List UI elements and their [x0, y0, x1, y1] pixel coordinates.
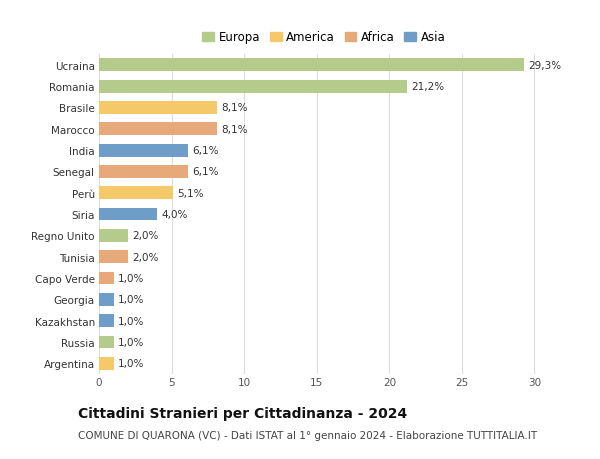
- Legend: Europa, America, Africa, Asia: Europa, America, Africa, Asia: [200, 29, 448, 47]
- Text: 1,0%: 1,0%: [118, 295, 144, 305]
- Text: 8,1%: 8,1%: [221, 124, 247, 134]
- Bar: [99, 187, 173, 200]
- Bar: [99, 208, 157, 221]
- Bar: [99, 272, 113, 285]
- Text: 4,0%: 4,0%: [161, 210, 188, 219]
- Bar: [99, 81, 407, 93]
- Text: 8,1%: 8,1%: [221, 103, 247, 113]
- Text: 29,3%: 29,3%: [529, 61, 562, 71]
- Bar: [99, 314, 113, 327]
- Bar: [99, 166, 188, 179]
- Text: 1,0%: 1,0%: [118, 358, 144, 369]
- Text: 2,0%: 2,0%: [133, 252, 159, 262]
- Bar: [99, 59, 524, 72]
- Bar: [99, 357, 113, 370]
- Bar: [99, 293, 113, 306]
- Text: 5,1%: 5,1%: [178, 188, 204, 198]
- Text: 2,0%: 2,0%: [133, 231, 159, 241]
- Text: 1,0%: 1,0%: [118, 316, 144, 326]
- Text: 1,0%: 1,0%: [118, 337, 144, 347]
- Bar: [99, 145, 188, 157]
- Bar: [99, 336, 113, 348]
- Bar: [99, 251, 128, 263]
- Text: 6,1%: 6,1%: [192, 167, 218, 177]
- Bar: [99, 230, 128, 242]
- Text: Cittadini Stranieri per Cittadinanza - 2024: Cittadini Stranieri per Cittadinanza - 2…: [78, 406, 407, 420]
- Text: 6,1%: 6,1%: [192, 146, 218, 156]
- Bar: [99, 102, 217, 115]
- Text: 1,0%: 1,0%: [118, 274, 144, 283]
- Text: COMUNE DI QUARONA (VC) - Dati ISTAT al 1° gennaio 2024 - Elaborazione TUTTITALIA: COMUNE DI QUARONA (VC) - Dati ISTAT al 1…: [78, 431, 537, 441]
- Text: 21,2%: 21,2%: [411, 82, 444, 92]
- Bar: [99, 123, 217, 136]
